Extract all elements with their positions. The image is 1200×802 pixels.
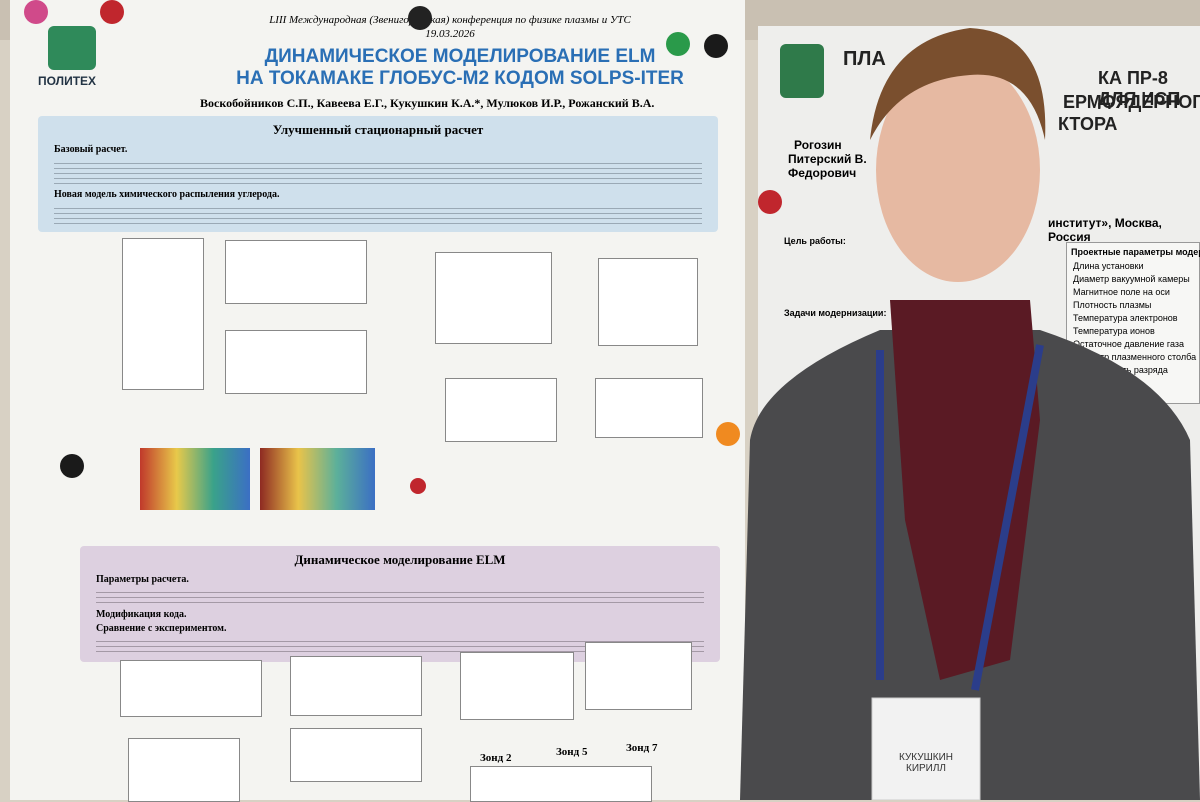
turtleneck — [890, 300, 1040, 680]
magnet — [24, 0, 48, 24]
map-figure — [140, 448, 250, 510]
section-box: Динамическое моделирование ELM Параметры… — [80, 546, 720, 662]
param: Магнитное поле на оси — [1073, 287, 1170, 297]
face — [876, 58, 1040, 282]
bullet: Сравнение с экспериментом. — [96, 623, 227, 634]
bullet: Базовый расчет. — [54, 144, 128, 155]
goal: Цель работы: — [784, 236, 846, 246]
figure — [460, 652, 574, 720]
magnet — [408, 6, 432, 30]
magnet — [758, 190, 782, 214]
magnet — [716, 422, 740, 446]
figure — [225, 240, 367, 304]
param: Плотность плазмы — [1073, 300, 1152, 310]
probe-label: Зонд 7 — [626, 742, 658, 754]
author: Питерский В. — [788, 152, 867, 166]
section-box: Улучшенный стационарный расчет Базовый р… — [38, 116, 718, 232]
param: Длина установки — [1073, 261, 1144, 271]
figure — [445, 378, 557, 442]
author: Рогозин — [794, 138, 842, 152]
figure — [290, 728, 422, 782]
bullet: Новая модель химического распыления угле… — [54, 189, 280, 200]
section-heading: Улучшенный стационарный расчет — [272, 122, 484, 137]
title-line: ДИНАМИЧЕСКОЕ МОДЕЛИРОВАНИЕ ELM — [264, 46, 656, 67]
body-text — [96, 588, 704, 606]
badge-name: КИРИЛЛ — [906, 763, 946, 774]
date: 19.03.2026 — [425, 28, 475, 40]
authors: Воскобойников С.П., Кавеева Е.Г., Кукушк… — [200, 96, 655, 110]
title-line: ЕРМОЯДЕРНОГО — [1063, 92, 1200, 112]
conference: LIII Международная (Звенигородская) конф… — [269, 14, 631, 26]
body-text — [54, 159, 702, 185]
logo-mark — [48, 26, 96, 70]
magnet — [666, 32, 690, 56]
badge-surname: КУКУШКИН — [899, 752, 953, 763]
hair — [870, 28, 1046, 140]
logo-mark — [780, 44, 824, 98]
title: ДИНАМИЧЕСКОЕ МОДЕЛИРОВАНИЕ ELM НА ТОКАМА… — [160, 46, 760, 90]
bullet: Модификация кода. — [96, 609, 187, 620]
figure — [598, 258, 698, 346]
left-poster: ПОЛИТЕХ LIII Международная (Звенигородск… — [10, 0, 745, 802]
param: Остаточное давление газа — [1073, 339, 1185, 349]
magnet — [100, 0, 124, 24]
figure — [122, 238, 204, 390]
param: Температура ионов — [1073, 326, 1155, 336]
magnet — [60, 454, 84, 478]
logo-text: ПОЛИТЕХ — [38, 74, 97, 88]
tasks: Задачи модернизации: — [784, 308, 887, 318]
param: Диаметр вакуумной камеры — [1073, 274, 1190, 284]
figure — [435, 252, 552, 344]
param: Температура электронов — [1073, 313, 1178, 323]
title-line: НА ТОКАМАКЕ ГЛОБУС-М2 КОДОМ SOLPS-ITER — [236, 68, 684, 89]
map-figure — [260, 448, 375, 510]
title-line: ПЛА — [843, 48, 886, 70]
title-line: КТОРА — [1058, 114, 1118, 134]
person — [740, 28, 1200, 800]
figure — [128, 738, 240, 802]
badge — [871, 697, 981, 800]
figure — [585, 642, 692, 710]
bullet: Параметры расчета. — [96, 574, 189, 585]
probe-label: Зонд 5 — [556, 746, 588, 758]
title-line: КА ПР-8 ДЛЯ ИСП — [1098, 68, 1181, 109]
affiliation: институт», Москва, Россия — [1048, 216, 1162, 244]
param: Диаметр плазменного столба — [1073, 352, 1197, 362]
probe-label: Зонд 2 — [480, 752, 512, 764]
figure — [225, 330, 367, 394]
figure — [595, 378, 703, 438]
body-text — [54, 204, 702, 224]
magnet — [410, 478, 426, 494]
figure — [120, 660, 262, 717]
figure — [290, 656, 422, 716]
lanyard — [876, 344, 1044, 691]
section-heading: Динамическое моделирование ELM — [294, 552, 506, 567]
params-heading: Проектные параметры модернизир — [1071, 247, 1200, 257]
author: Федорович — [788, 166, 857, 180]
body-text — [96, 637, 704, 655]
figure — [470, 766, 652, 802]
badge-text: КУКУШКИН КИРИЛЛ — [872, 752, 980, 774]
magnet — [704, 34, 728, 58]
